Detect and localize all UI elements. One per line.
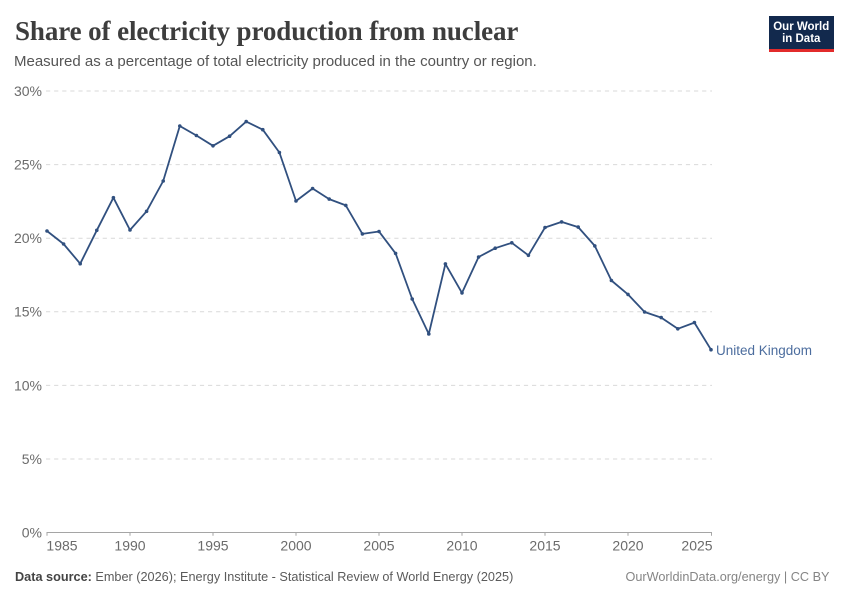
svg-text:25%: 25% — [14, 157, 42, 173]
svg-text:1985: 1985 — [46, 538, 77, 554]
svg-text:2015: 2015 — [529, 538, 560, 554]
svg-text:15%: 15% — [14, 304, 42, 320]
svg-text:United Kingdom: United Kingdom — [716, 343, 812, 358]
svg-text:2000: 2000 — [280, 538, 311, 554]
svg-text:2025: 2025 — [681, 538, 712, 554]
svg-text:2020: 2020 — [612, 538, 643, 554]
svg-text:20%: 20% — [14, 230, 42, 246]
svg-text:1995: 1995 — [197, 538, 228, 554]
svg-text:0%: 0% — [22, 524, 42, 540]
svg-text:1990: 1990 — [114, 538, 145, 554]
svg-text:2010: 2010 — [446, 538, 477, 554]
svg-text:2005: 2005 — [363, 538, 394, 554]
svg-text:10%: 10% — [14, 377, 42, 393]
svg-text:30%: 30% — [14, 83, 42, 99]
svg-text:5%: 5% — [22, 451, 42, 467]
